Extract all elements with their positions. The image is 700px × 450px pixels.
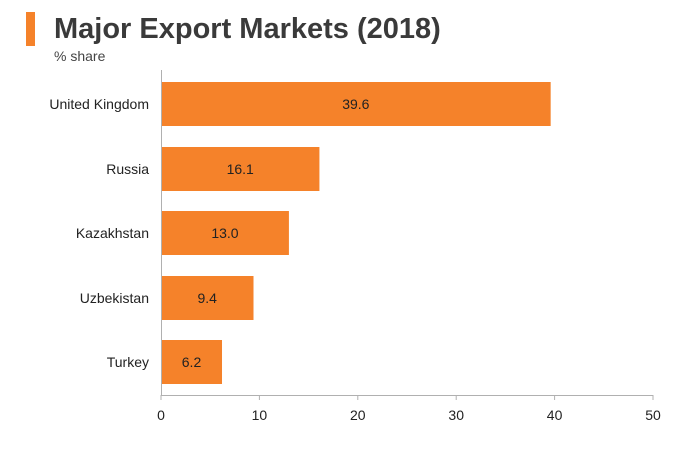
bar-value-label-russia: 16.1 <box>227 161 254 177</box>
bar-kazakhstan <box>161 211 289 255</box>
bar-uzbekistan <box>161 276 254 320</box>
bar-value-label-uzbekistan: 9.4 <box>198 290 218 306</box>
category-label-kazakhstan: Kazakhstan <box>76 225 149 241</box>
x-tick-label-20: 20 <box>350 407 366 423</box>
chart-title: Major Export Markets (2018) <box>54 13 441 45</box>
category-label-turkey: Turkey <box>107 354 149 370</box>
bar-russia <box>161 147 320 191</box>
chart-subtitle: % share <box>54 48 106 64</box>
bar-united-kingdom <box>161 82 551 126</box>
bar-value-label-kazakhstan: 13.0 <box>211 225 238 241</box>
category-label-united-kingdom: United Kingdom <box>49 96 149 112</box>
x-tick-label-30: 30 <box>448 407 464 423</box>
x-tick-label-40: 40 <box>547 407 563 423</box>
bar-turkey <box>161 340 223 384</box>
bar-value-label-united-kingdom: 39.6 <box>342 96 369 112</box>
x-tick-label-50: 50 <box>645 407 661 423</box>
bar-value-label-turkey: 6.2 <box>182 354 202 370</box>
title-accent-bar <box>26 12 35 46</box>
category-label-uzbekistan: Uzbekistan <box>80 290 149 306</box>
category-label-russia: Russia <box>106 161 149 177</box>
x-tick-label-0: 0 <box>157 407 165 423</box>
x-tick-label-10: 10 <box>252 407 268 423</box>
